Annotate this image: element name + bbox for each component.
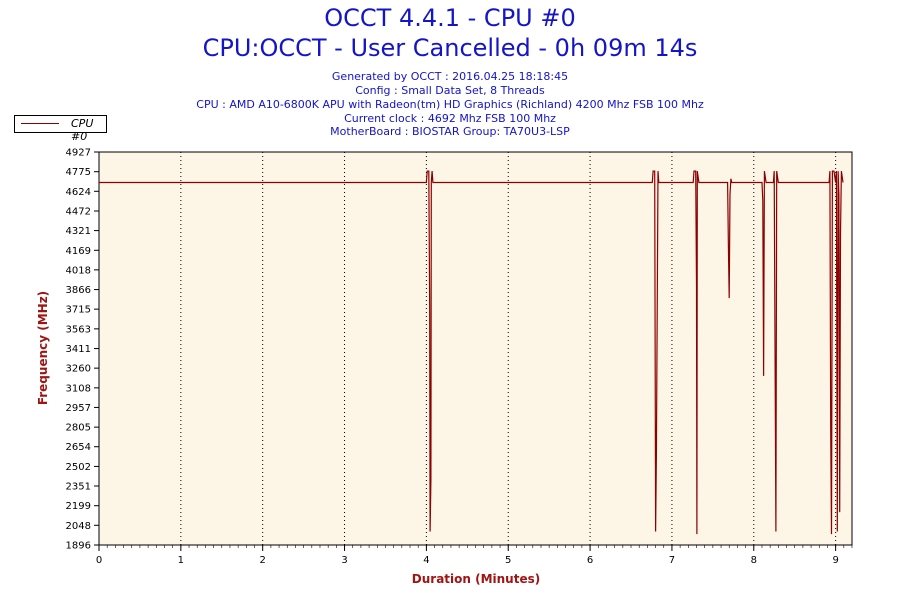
legend-swatch	[21, 123, 59, 124]
x-tick-label: 0	[96, 555, 102, 566]
y-tick-label: 2048	[66, 521, 91, 532]
x-tick-label: 8	[751, 555, 757, 566]
y-tick-label: 3411	[66, 344, 91, 355]
y-tick-label: 2502	[66, 462, 91, 473]
y-tick-label: 3108	[66, 383, 91, 394]
y-tick-label: 4169	[66, 246, 91, 257]
x-tick-label: 2	[260, 555, 266, 566]
y-tick-label: 4927	[66, 148, 91, 159]
config-info: Config : Small Data Set, 8 Threads	[355, 84, 545, 97]
y-tick-label: 4321	[66, 226, 91, 237]
chart-title: OCCT 4.4.1 - CPU #0	[324, 4, 576, 32]
y-tick-label: 3563	[66, 324, 91, 335]
y-tick-label: 4624	[66, 187, 91, 198]
x-tick-label: 1	[178, 555, 184, 566]
series-line-cpu0	[99, 170, 844, 535]
y-tick-label: 2805	[66, 423, 91, 434]
y-tick-label: 4775	[66, 167, 91, 178]
x-axis-label: Duration (Minutes)	[411, 572, 541, 586]
x-tick-label: 4	[423, 555, 429, 566]
cpu-info: CPU : AMD A10-6800K APU with Radeon(tm) …	[196, 98, 704, 111]
y-tick-label: 2654	[66, 442, 91, 453]
x-tick-label: 5	[505, 555, 511, 566]
y-tick-label: 2957	[66, 403, 91, 414]
y-tick-label: 3260	[66, 364, 91, 375]
y-tick-label: 2199	[66, 501, 91, 512]
legend-label: CPU #0	[71, 117, 94, 143]
legend: CPU #0	[14, 115, 107, 143]
y-tick-label: 4018	[66, 265, 91, 276]
x-tick-label: 3	[341, 555, 347, 566]
motherboard-info: MotherBoard : BIOSTAR Group: TA70U3-LSP	[330, 125, 570, 138]
clock-info: Current clock : 4692 Mhz FSB 100 Mhz	[344, 112, 556, 125]
y-tick-label: 3715	[66, 305, 91, 316]
x-tick-label: 7	[669, 555, 675, 566]
y-tick-label: 3866	[66, 285, 91, 296]
y-tick-label: 1896	[66, 541, 91, 552]
x-tick-label: 6	[587, 555, 593, 566]
chart-subtitle: CPU:OCCT - User Cancelled - 0h 09m 14s	[202, 34, 698, 62]
y-tick-label: 2351	[66, 482, 91, 493]
x-tick-label: 9	[832, 555, 838, 566]
y-axis-label: Frequency (MHz)	[36, 290, 50, 406]
plot-area	[98, 151, 853, 546]
y-tick-label: 4472	[66, 206, 91, 217]
generated-info: Generated by OCCT : 2016.04.25 18:18:45	[331, 70, 569, 83]
